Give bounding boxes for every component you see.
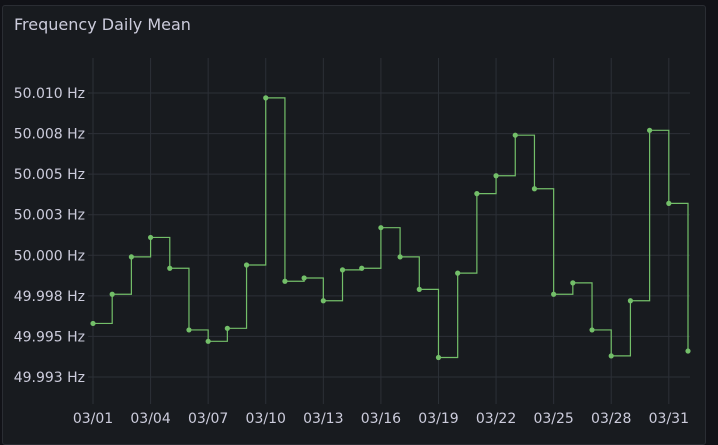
x-tick-label: 03/01: [73, 411, 113, 427]
x-tick-label: 03/28: [591, 411, 631, 427]
y-tick-label: 50.005 Hz: [14, 167, 85, 183]
data-point[interactable]: [608, 353, 614, 359]
data-point[interactable]: [339, 267, 346, 273]
data-point[interactable]: [359, 265, 365, 271]
data-point[interactable]: [493, 173, 499, 179]
data-point[interactable]: [167, 265, 173, 271]
y-tick-label: 49.995 Hz: [14, 329, 85, 345]
data-point[interactable]: [627, 298, 634, 304]
x-tick-label: 03/31: [649, 411, 689, 427]
data-point[interactable]: [205, 338, 211, 344]
y-tick-label: 50.010 Hz: [14, 86, 85, 102]
y-tick-label: 50.000 Hz: [14, 248, 85, 264]
data-point[interactable]: [512, 132, 518, 138]
y-tick-label: 50.003 Hz: [14, 208, 85, 224]
data-point[interactable]: [147, 234, 154, 241]
x-tick-label: 03/19: [418, 411, 458, 427]
series-points: [90, 95, 691, 361]
x-tick-label: 03/04: [130, 411, 170, 427]
data-point[interactable]: [455, 270, 461, 276]
x-tick-label: 03/22: [476, 411, 516, 427]
data-point[interactable]: [647, 127, 653, 133]
y-axis-labels: 50.010 Hz 50.008 Hz 50.005 Hz 50.003 Hz 50.0…: [14, 86, 85, 386]
data-point[interactable]: [551, 291, 557, 297]
x-tick-label: 03/25: [533, 411, 573, 427]
data-point[interactable]: [243, 262, 250, 268]
y-tick-label: 49.993 Hz: [14, 370, 85, 386]
data-point[interactable]: [109, 291, 115, 297]
data-point[interactable]: [263, 95, 269, 101]
data-point[interactable]: [531, 186, 538, 192]
x-axis-labels: 03/01 03/04 03/07 03/10 03/13 03/16 03/19 03/22…: [73, 411, 689, 427]
x-tick-label: 03/13: [303, 411, 343, 427]
panel-title[interactable]: Frequency Daily Mean: [14, 15, 191, 34]
x-tick-label: 03/16: [361, 411, 401, 427]
data-point[interactable]: [186, 327, 192, 333]
data-point[interactable]: [128, 254, 134, 260]
x-tick-label: 03/10: [246, 411, 286, 427]
data-point[interactable]: [435, 354, 442, 361]
x-tick-label: 03/07: [188, 411, 228, 427]
data-point[interactable]: [570, 280, 576, 286]
data-point[interactable]: [90, 320, 96, 327]
data-point[interactable]: [378, 225, 384, 231]
data-point[interactable]: [224, 325, 230, 331]
data-point[interactable]: [301, 275, 307, 281]
series-line: [93, 97, 689, 359]
data-point[interactable]: [685, 348, 691, 354]
y-tick-label: 49.998 Hz: [14, 289, 85, 305]
data-point[interactable]: [320, 298, 326, 304]
y-tick-label: 50.008 Hz: [14, 127, 85, 143]
chart-plot: 50.010 Hz 50.008 Hz 50.005 Hz 50.003 Hz 50.0…: [14, 58, 691, 427]
data-point[interactable]: [666, 200, 672, 206]
grid-lines: [88, 58, 690, 404]
data-point[interactable]: [589, 327, 595, 333]
data-point[interactable]: [474, 191, 480, 197]
data-point[interactable]: [416, 286, 422, 292]
chart-panel: Frequency Daily Mean: [2, 5, 706, 445]
data-point[interactable]: [282, 278, 288, 284]
data-point[interactable]: [397, 254, 403, 260]
